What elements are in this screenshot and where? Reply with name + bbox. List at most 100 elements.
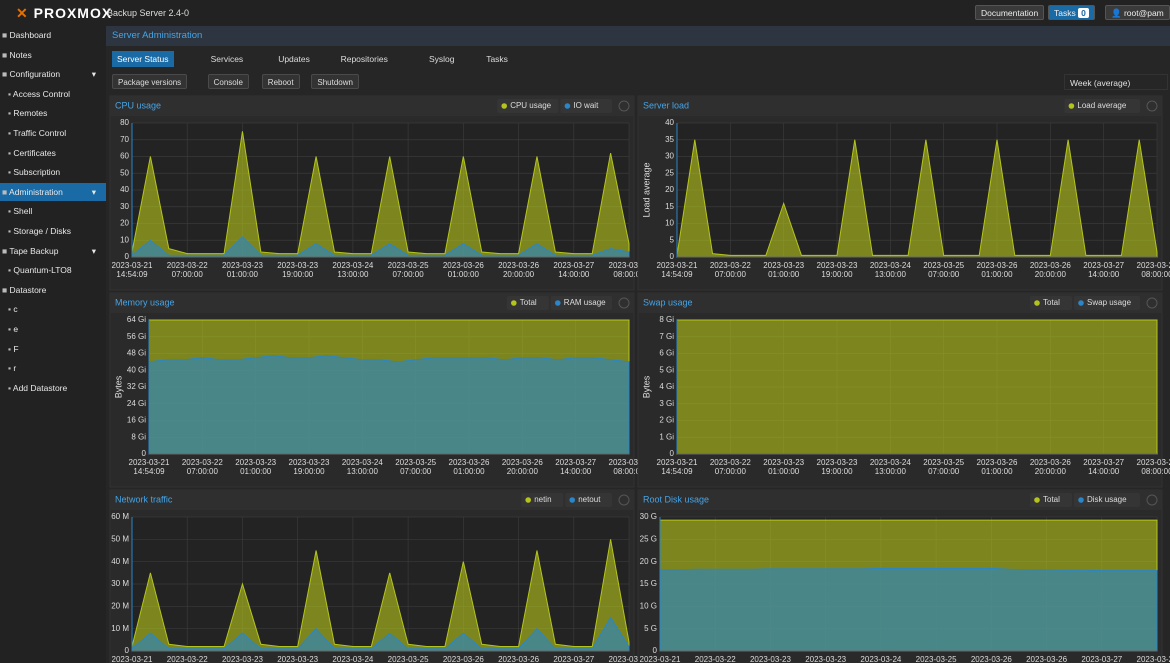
tab[interactable]: Repositories xyxy=(336,51,393,67)
y-tick-label: 56 Gi xyxy=(127,332,146,341)
nav-item[interactable]: ▪ Traffic Control xyxy=(8,128,67,138)
area xyxy=(676,139,1158,258)
toolbar-button[interactable]: Shutdown xyxy=(311,74,359,89)
x-tick-label: 2023-03-22 07:00:00 xyxy=(710,261,751,279)
tab[interactable]: Tasks xyxy=(481,51,513,67)
area xyxy=(131,539,630,652)
y-tick-label: 2 Gi xyxy=(659,416,674,425)
nav-item[interactable]: ▪ Add Datastore xyxy=(8,382,68,393)
y-tick-label: 40 M xyxy=(111,557,129,566)
y-tick-label: 3 Gi xyxy=(659,399,674,408)
x-tick-label: 2023-03-22 xyxy=(167,655,208,663)
legend-dot xyxy=(555,300,561,306)
nav-item[interactable]: ■ Datastore xyxy=(2,284,47,295)
nav-item[interactable]: ▪ c xyxy=(8,304,18,315)
user-button[interactable]: 👤 root@pam ⌄ xyxy=(1105,5,1170,33)
chart-title: Server load xyxy=(643,100,689,110)
tab[interactable]: Syslog xyxy=(424,51,460,67)
label: Documentation xyxy=(981,8,1039,18)
nav-item[interactable]: ▪ Remotes xyxy=(8,108,48,119)
y-tick-label: 30 xyxy=(665,152,674,161)
y-tick-label: 64 Gi xyxy=(127,315,146,324)
nav-item[interactable]: ■ Configuration ▾ xyxy=(2,69,96,80)
y-tick-label: 30 M xyxy=(111,579,129,588)
nav-item[interactable]: ■ Tape Backup ▾ xyxy=(2,245,96,256)
label: Administration xyxy=(9,186,63,197)
documentation-button[interactable]: Documentation xyxy=(975,5,1045,20)
collapse-button xyxy=(1146,297,1158,309)
y-tick-label: 60 M xyxy=(111,512,129,521)
label: Remotes xyxy=(13,108,48,119)
nav-item[interactable]: ▪ e xyxy=(8,324,19,334)
y-tick-label: 80 xyxy=(120,118,129,127)
y-tick-label: 8 Gi xyxy=(131,432,146,441)
nav-item[interactable]: ▪ Access Control xyxy=(8,88,71,99)
x-tick-label: 2023-03-23 xyxy=(277,655,318,663)
collapse-button xyxy=(618,297,630,309)
nav-item[interactable]: ■ Administration ▾ xyxy=(0,182,106,201)
toolbar-button[interactable]: Console xyxy=(207,74,249,89)
label: e xyxy=(13,324,19,334)
x-tick-label: 2023-03-21 14:54:09 xyxy=(112,261,153,279)
chart-title: CPU usage xyxy=(115,100,161,110)
x-tick-label: 2023-03-25 07:00:00 xyxy=(395,458,436,476)
nav-item[interactable]: ▪ Certificates xyxy=(8,147,56,158)
legend-item xyxy=(550,296,612,310)
y-tick-label: 16 Gi xyxy=(127,416,146,425)
x-tick-label: 2023-03-21 xyxy=(640,655,681,663)
legend-item xyxy=(1030,493,1072,507)
y-tick-label: 6 Gi xyxy=(659,349,674,358)
legend-item xyxy=(506,296,549,310)
tab[interactable]: Services xyxy=(206,51,249,67)
y-tick-label: 40 xyxy=(120,185,129,194)
nav-item[interactable]: ▪ Subscription xyxy=(8,167,61,178)
y-tick-label: 0 xyxy=(142,449,147,458)
label: Notes xyxy=(9,49,32,60)
label: Tape Backup xyxy=(9,245,59,256)
label: Add Datastore xyxy=(12,382,68,393)
label: F xyxy=(13,343,19,354)
nav-item[interactable]: ▪ r xyxy=(8,363,17,374)
x-tick-label: 2023-03-21 14:54:09 xyxy=(657,261,698,279)
tab[interactable]: Server Status xyxy=(112,51,174,67)
collapse-button xyxy=(618,100,630,112)
tab[interactable]: Updates xyxy=(273,51,315,67)
nav-item[interactable]: ■ Notes xyxy=(2,49,32,60)
area xyxy=(131,616,630,652)
y-tick-label: 7 Gi xyxy=(659,332,674,341)
legend-dot xyxy=(511,300,517,306)
legend-item xyxy=(560,99,612,113)
label: Shell xyxy=(13,206,33,217)
chart-title: Memory usage xyxy=(115,297,175,307)
y-tick-label: 30 G xyxy=(640,512,657,521)
x-tick-label: 2023-03-24 13:00:00 xyxy=(870,458,911,476)
y-tick-label: 10 M xyxy=(111,624,129,633)
timeframe-select[interactable]: Week (average) xyxy=(1064,74,1168,90)
toolbar-button[interactable]: Package versions xyxy=(112,74,188,89)
label: c xyxy=(13,304,18,315)
y-tick-label: 0 xyxy=(125,252,130,261)
y-tick-label: 32 Gi xyxy=(127,382,146,391)
y-tick-label: 0 xyxy=(125,646,130,655)
label: Repositories xyxy=(340,54,388,64)
nav-item[interactable]: ▪ Quantum-LTO8 xyxy=(8,265,72,276)
y-tick-label: 50 xyxy=(120,168,129,177)
x-tick-label: 2023-03-21 14:54:09 xyxy=(657,458,698,476)
nav-item[interactable]: ■ Dashboard xyxy=(2,30,52,40)
x-tick-label: 2023-03-26 01:00:00 xyxy=(977,458,1018,476)
y-tick-label: 20 xyxy=(665,185,674,194)
nav-item[interactable]: ▪ Storage / Disks xyxy=(8,226,72,236)
label: Quantum-LTO8 xyxy=(13,265,72,276)
legend-dot xyxy=(525,497,531,503)
x-tick-label: 2023-03-27 14:00:00 xyxy=(1083,261,1124,279)
nav-item[interactable]: ▪ Shell xyxy=(8,206,33,217)
tasks-button[interactable]: Tasks 0 xyxy=(1048,5,1095,20)
y-tick-label: 48 Gi xyxy=(127,349,146,358)
toolbar-button[interactable]: Reboot xyxy=(261,74,300,89)
legend-label: Total xyxy=(1043,495,1060,504)
nav-item[interactable]: ▪ F xyxy=(8,343,19,354)
